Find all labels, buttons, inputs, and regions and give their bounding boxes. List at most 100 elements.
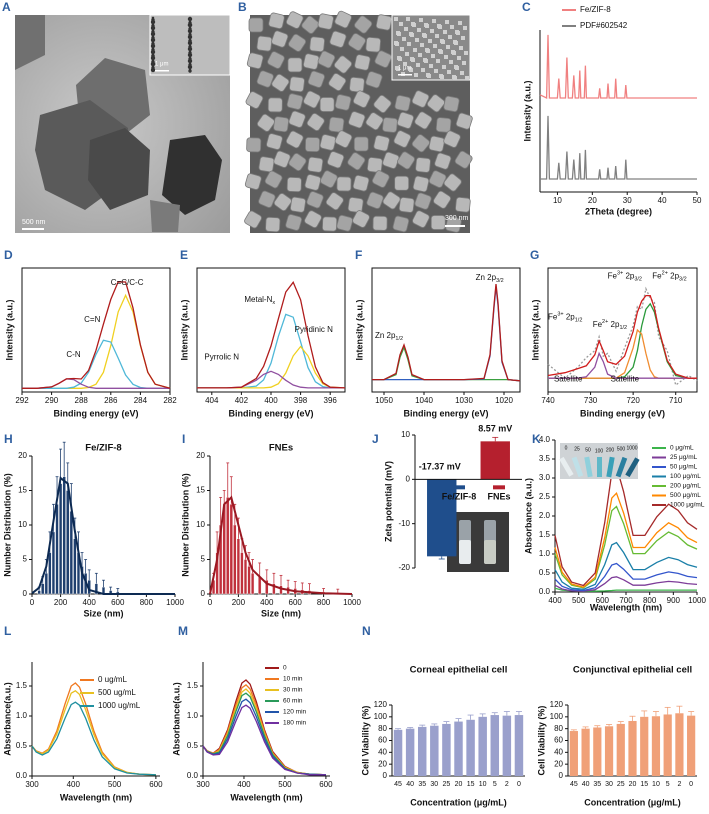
panel-letter: K [532,432,541,446]
bar [490,715,500,776]
crystal [436,59,440,63]
x-axis-label: Size (nm) [261,608,301,618]
crystal [394,41,398,45]
series-line [202,698,326,776]
crystal [424,23,428,27]
x-tick-label: 400 [264,396,278,405]
crystal [440,39,444,43]
crystal [392,215,410,233]
crystal [455,30,459,34]
legend-label: FNEs [487,492,510,502]
panel-letter: M [178,624,188,638]
x-tick-label: 396 [324,396,338,405]
series-line [554,541,698,590]
bar [687,715,696,776]
y-tick-label: 15 [196,486,205,495]
x-tick-label: 30 [623,196,632,205]
crystal [285,130,304,149]
y-tick-label: 20 [196,451,205,460]
series-line [372,345,521,382]
panel-letter: E [180,248,188,262]
particle [187,22,193,28]
y-tick-label: 4.0 [539,435,551,444]
annotation: Zn 2p3/2 [476,273,504,284]
bar [417,726,427,776]
tube [625,457,640,478]
y-tick-label: 0 [23,589,28,598]
crystal [352,90,371,108]
y-tick-label: 0.5 [187,741,199,750]
bar [466,719,475,776]
panel-letter: B [238,0,247,14]
bar [243,559,248,595]
crystal [416,63,420,67]
crystal [365,36,381,53]
x-tick-label: 15 [467,781,475,788]
bar [616,723,625,776]
particle [151,42,155,46]
crystal [414,73,418,77]
crystal [348,33,366,51]
crystal [348,111,366,129]
annotation-part: Fe [593,320,603,329]
crystal [285,11,304,29]
y-tick-label: 20 [554,759,563,768]
y-tick-label: 0 [201,589,206,598]
bar [69,511,73,595]
x-tick-label: 402 [235,396,249,405]
series-line [202,704,326,776]
annotation-part: C=N [84,315,100,324]
crystal [412,210,430,228]
particle [150,31,156,37]
particle [188,39,192,43]
crystal [394,95,411,112]
panel-letter: F [355,248,362,262]
x-tick-label: 300 [196,780,210,789]
bar [233,524,237,595]
y-tick-label: 10 [401,430,410,439]
bar [240,552,244,595]
series-line [372,284,521,382]
y-tick-label: 0.5 [16,741,28,750]
x-tick-label: 720 [626,396,640,405]
bar [48,552,52,595]
series-line [22,293,171,389]
particle [151,48,155,52]
x-axis-label: Wavelength (nm) [230,792,302,802]
y-axis-label: Intensity (a.u.) [522,80,532,141]
legend-label: 0 ug/mL [98,675,127,684]
y-tick-label: 120 [550,700,564,709]
crystal [273,116,290,133]
y-tick-label: 100 [550,712,564,721]
crystal [415,38,419,42]
particle [150,61,156,67]
inset-scale-bar-label: 1 μm [155,62,168,68]
crystal [445,20,449,24]
crystal [453,40,457,44]
crystal [303,90,321,109]
panel-letter: N [362,624,371,638]
crystal [426,73,430,77]
frame [547,267,698,393]
bar [66,490,70,595]
crystal [328,73,347,91]
y-tick-label: 1.0 [16,711,28,720]
crystal [306,113,325,131]
crystal [442,65,446,69]
crystal [414,192,432,210]
annotation: C-N [66,350,80,359]
y-tick-label: 80 [378,724,387,733]
crystal [428,135,445,153]
bar [393,729,403,776]
crystal [258,190,276,208]
particle [188,27,192,31]
crystal [438,49,442,53]
y-tick-label: 80 [554,724,563,733]
annotation-part: Metal-N [244,295,272,304]
x-tick-label: 740 [541,396,555,405]
annotation-part: x [272,301,275,307]
panel-letter: J [372,432,379,446]
y-axis-label: Intensity (a.u.) [354,299,364,360]
crystal [411,90,430,108]
x-tick-label: 600 [111,598,125,607]
